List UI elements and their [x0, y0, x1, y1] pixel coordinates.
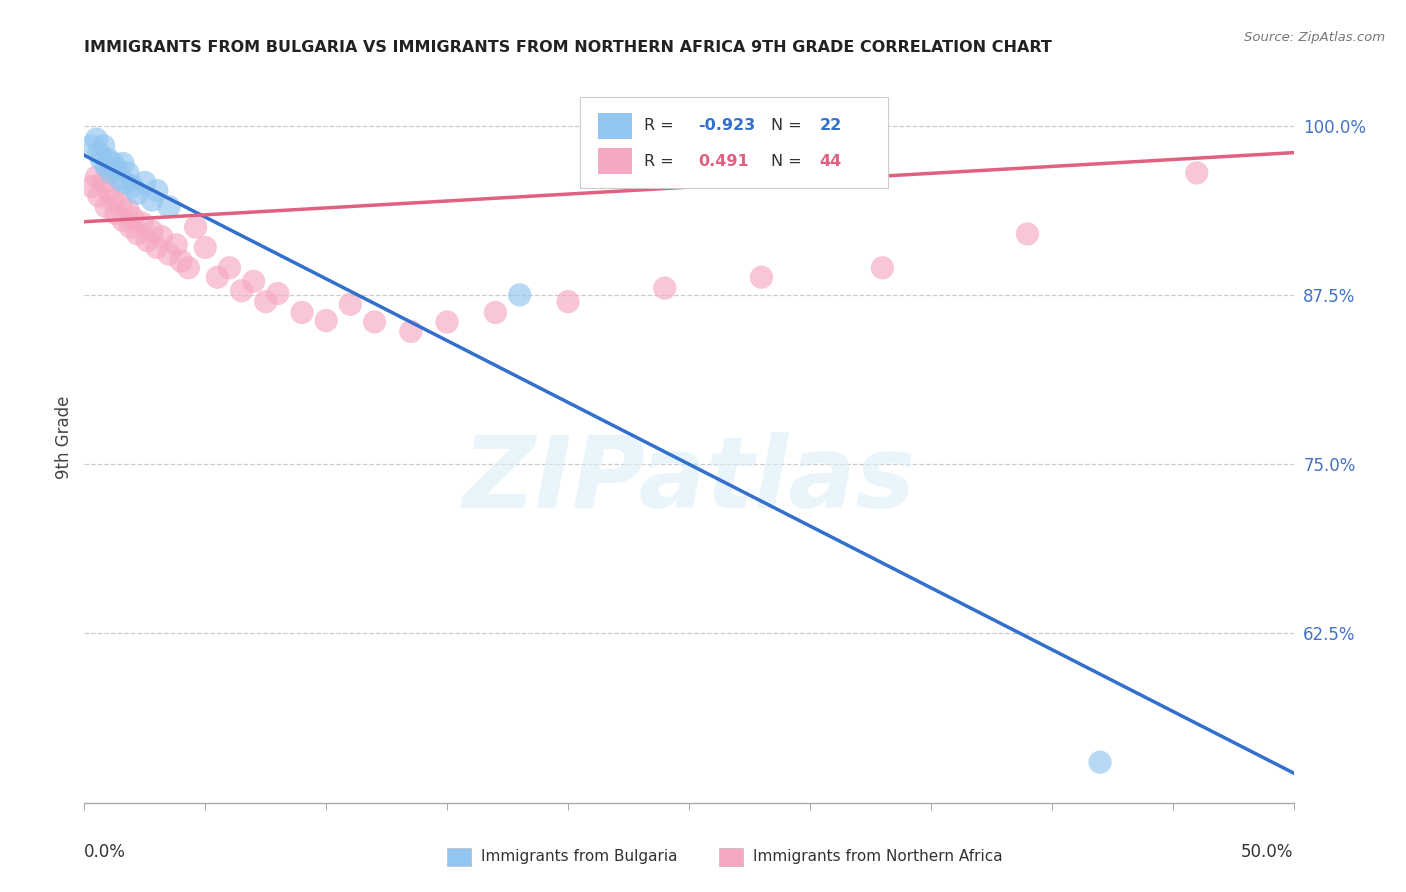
Point: [90, 153, 112, 167]
Text: Source: ZipAtlas.com: Source: ZipAtlas.com: [1244, 31, 1385, 45]
Point: [509, 288, 531, 302]
Point: [146, 184, 169, 198]
Point: [751, 270, 773, 285]
Bar: [599, 112, 633, 139]
Point: [104, 161, 127, 176]
Point: [315, 313, 337, 327]
Point: [87, 189, 110, 203]
Point: [134, 176, 156, 190]
Point: [136, 234, 159, 248]
Text: 0.491: 0.491: [699, 153, 749, 169]
Point: [110, 197, 132, 211]
Point: [80, 139, 103, 153]
Point: [100, 166, 122, 180]
Point: [97, 153, 120, 167]
Point: [177, 260, 200, 275]
Point: [112, 213, 135, 227]
Bar: [720, 848, 744, 866]
Point: [363, 315, 385, 329]
Point: [127, 186, 149, 201]
Point: [436, 315, 458, 329]
Text: N =: N =: [770, 153, 807, 169]
Point: [112, 156, 135, 170]
Point: [231, 284, 253, 298]
Point: [93, 176, 115, 190]
Point: [131, 216, 153, 230]
Point: [121, 179, 143, 194]
Point: [94, 200, 117, 214]
Point: [170, 254, 193, 268]
Point: [110, 172, 132, 186]
Text: -0.923: -0.923: [699, 119, 756, 133]
Text: 22: 22: [820, 119, 842, 133]
Point: [218, 260, 240, 275]
Point: [97, 184, 120, 198]
Point: [86, 169, 108, 184]
Point: [267, 286, 290, 301]
Text: 50.0%: 50.0%: [1241, 843, 1294, 861]
Text: 0.0%: 0.0%: [84, 843, 127, 861]
Point: [165, 237, 187, 252]
Point: [484, 305, 506, 319]
Point: [207, 270, 229, 285]
Point: [339, 297, 361, 311]
Bar: [599, 148, 633, 174]
Point: [141, 224, 163, 238]
Point: [1017, 227, 1039, 241]
Text: Immigrants from Bulgaria: Immigrants from Bulgaria: [481, 849, 678, 864]
Point: [254, 294, 277, 309]
Text: ZIPatlas: ZIPatlas: [463, 433, 915, 530]
Point: [157, 247, 180, 261]
Point: [104, 206, 127, 220]
Point: [557, 294, 579, 309]
Text: R =: R =: [644, 119, 679, 133]
Text: 44: 44: [820, 153, 842, 169]
Point: [399, 325, 422, 339]
Point: [86, 132, 108, 146]
Point: [93, 139, 115, 153]
Point: [184, 220, 207, 235]
Point: [141, 193, 163, 207]
Point: [654, 281, 676, 295]
Y-axis label: 9th Grade: 9th Grade: [55, 395, 73, 479]
Point: [150, 229, 173, 244]
Point: [291, 305, 314, 319]
Point: [157, 200, 180, 214]
Point: [114, 176, 136, 190]
Point: [87, 145, 110, 160]
Point: [127, 227, 149, 241]
Point: [194, 240, 217, 254]
Text: N =: N =: [770, 119, 807, 133]
Point: [94, 159, 117, 173]
Text: IMMIGRANTS FROM BULGARIA VS IMMIGRANTS FROM NORTHERN AFRICA 9TH GRADE CORRELATIO: IMMIGRANTS FROM BULGARIA VS IMMIGRANTS F…: [84, 40, 1052, 55]
Point: [1088, 755, 1111, 769]
Point: [120, 220, 142, 235]
Bar: [447, 848, 471, 866]
Point: [121, 211, 143, 225]
Point: [146, 240, 169, 254]
Point: [117, 202, 139, 217]
Point: [872, 260, 894, 275]
Point: [103, 193, 125, 207]
Point: [103, 156, 125, 170]
Text: R =: R =: [644, 153, 679, 169]
Point: [242, 274, 264, 288]
FancyBboxPatch shape: [581, 97, 889, 188]
Point: [1185, 166, 1208, 180]
Point: [80, 179, 103, 194]
Text: Immigrants from Northern Africa: Immigrants from Northern Africa: [754, 849, 1002, 864]
Point: [117, 166, 139, 180]
